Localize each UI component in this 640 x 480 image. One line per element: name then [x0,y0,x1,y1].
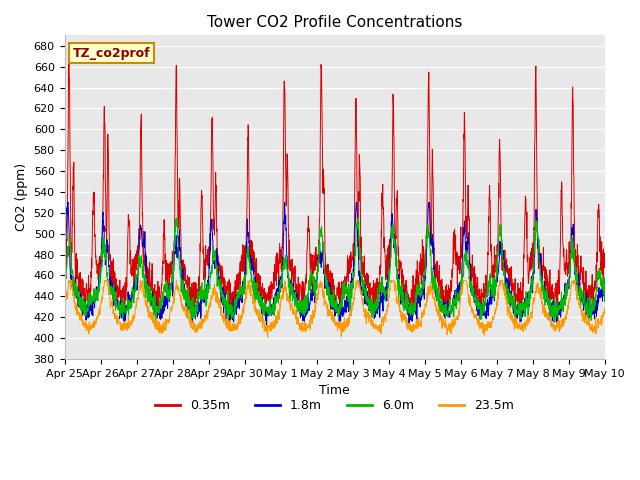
6.0m [568,246,576,252]
Text: TZ_co2prof: TZ_co2prof [72,47,150,60]
1.8m [492,283,500,288]
0.35m [351,222,358,228]
6.0m [601,284,609,289]
6.0m [61,282,68,288]
1.8m [362,301,370,307]
1.8m [554,304,561,310]
0.35m [212,192,220,198]
23.5m [65,278,73,284]
X-axis label: Time: Time [319,384,350,397]
1.8m [61,271,68,277]
1.8m [568,232,576,238]
0.35m [554,278,561,284]
23.5m [264,335,271,340]
0.35m [568,91,576,96]
1.8m [64,200,72,205]
Line: 0.35m: 0.35m [65,55,605,322]
6.0m [212,259,220,264]
0.35m [601,265,609,271]
0.35m [65,52,73,58]
1.8m [337,326,344,332]
23.5m [601,305,609,311]
23.5m [212,287,220,292]
6.0m [554,313,561,319]
0.35m [362,276,370,281]
23.5m [554,324,561,330]
Line: 1.8m: 1.8m [65,203,605,329]
0.35m [492,252,500,258]
Line: 23.5m: 23.5m [65,281,605,337]
6.0m [351,268,358,274]
Legend: 0.35m, 1.8m, 6.0m, 23.5m: 0.35m, 1.8m, 6.0m, 23.5m [150,395,519,418]
Y-axis label: CO2 (ppm): CO2 (ppm) [15,163,28,231]
6.0m [354,215,362,221]
1.8m [212,264,220,270]
1.8m [351,243,358,249]
23.5m [492,305,500,311]
23.5m [568,280,576,286]
6.0m [492,282,500,288]
0.35m [337,319,344,325]
Title: Tower CO2 Profile Concentrations: Tower CO2 Profile Concentrations [207,15,462,30]
23.5m [351,290,358,296]
23.5m [61,306,68,312]
6.0m [362,296,370,301]
6.0m [152,322,160,327]
Line: 6.0m: 6.0m [65,218,605,324]
0.35m [61,241,68,247]
23.5m [362,321,370,326]
1.8m [601,279,609,285]
